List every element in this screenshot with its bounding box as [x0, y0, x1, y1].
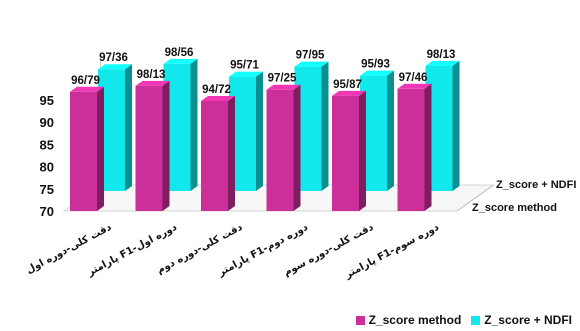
- legend-swatch-z-score-method: [355, 315, 365, 325]
- bar: [135, 85, 163, 211]
- bar: [332, 95, 359, 211]
- bar-side: [162, 80, 170, 211]
- legend-label-z-score-ndfi: Z_score + NDFI: [484, 313, 572, 327]
- data-label: 98/13: [137, 69, 166, 81]
- bar-side: [256, 71, 263, 191]
- data-label: 94/72: [202, 84, 231, 96]
- bar-side: [190, 58, 198, 191]
- data-label: 98/13: [427, 49, 456, 61]
- data-label: 96/79: [71, 75, 100, 87]
- bar-side: [387, 70, 394, 191]
- bar-top: [332, 90, 366, 96]
- data-label: 95/87: [333, 79, 362, 91]
- y-tick-label: 75: [40, 182, 54, 197]
- bar-top: [135, 80, 170, 86]
- bar-side: [293, 84, 301, 211]
- data-label: 97/25: [268, 73, 297, 85]
- data-label: 95/71: [230, 60, 259, 72]
- legend: Z_score method Z_score + NDFI: [355, 313, 572, 327]
- bar: [201, 100, 228, 211]
- y-tick-label: 70: [40, 204, 54, 219]
- y-tick-label: 85: [40, 137, 54, 152]
- bar-top: [98, 64, 132, 70]
- bar-top: [163, 58, 198, 64]
- bar-top: [397, 83, 432, 89]
- bar-side: [321, 61, 329, 192]
- bar-top: [201, 95, 235, 101]
- legend-item-z-score-method: Z_score method: [355, 313, 462, 327]
- bar: [266, 89, 294, 211]
- depth-label: Z_score method: [472, 202, 557, 214]
- bar-side: [452, 60, 460, 191]
- data-label: 97/46: [399, 72, 428, 84]
- bar: [70, 91, 97, 211]
- bar-top: [229, 71, 263, 77]
- data-label: 98/56: [165, 47, 194, 59]
- bar-side: [359, 90, 366, 211]
- y-tick-label: 90: [40, 115, 54, 130]
- legend-swatch-z-score-ndfi: [471, 315, 481, 325]
- y-tick-label: 95: [40, 93, 54, 108]
- bar-top: [266, 84, 301, 90]
- data-label: 97/36: [99, 52, 128, 64]
- bar-side: [424, 83, 432, 211]
- bar-top: [360, 70, 394, 76]
- bar-side: [97, 86, 104, 211]
- y-tick-label: 80: [40, 160, 54, 175]
- legend-item-z-score-ndfi: Z_score + NDFI: [471, 313, 572, 327]
- bar-top: [70, 86, 104, 92]
- bar-top: [425, 60, 460, 66]
- bar-side: [228, 95, 235, 211]
- depth-label: Z_score + NDFI: [496, 179, 576, 191]
- bar-side: [125, 64, 132, 191]
- depth-axis-line: [456, 184, 494, 212]
- bar-top: [294, 61, 329, 67]
- data-label: 97/95: [296, 50, 325, 62]
- data-label: 95/93: [361, 59, 390, 71]
- legend-label-z-score-method: Z_score method: [368, 313, 462, 327]
- bar: [397, 88, 425, 211]
